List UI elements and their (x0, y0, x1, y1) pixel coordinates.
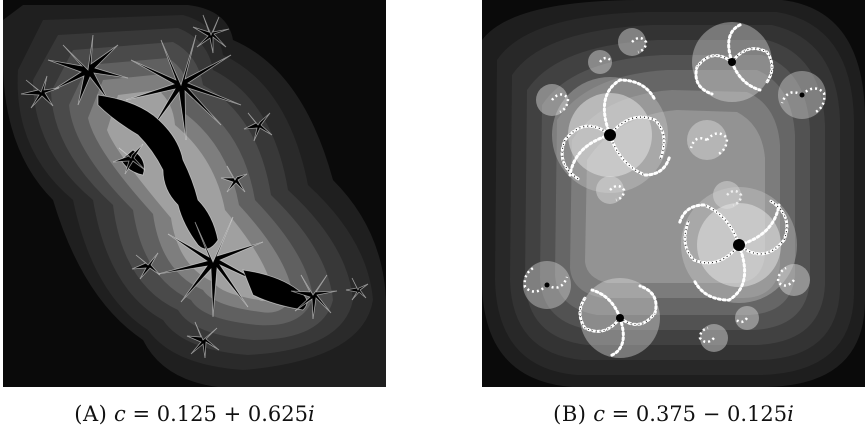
formula-operator-b: − (696, 402, 727, 426)
formula-operator-a: + (216, 402, 248, 426)
caption-tag-b: (B) (553, 402, 587, 426)
caption-tag-a: (A) (74, 402, 108, 426)
caption-formula-a: c = 0.125 + 0.625i (114, 402, 315, 426)
julia-set-b-graphic (482, 0, 865, 387)
figure-caption-b: (B) c = 0.375 − 0.125i (482, 402, 865, 426)
formula-prefix-a: c = (114, 402, 157, 426)
figure-caption-a: (A) c = 0.125 + 0.625i (3, 402, 386, 426)
formula-unit-b: i (787, 402, 794, 426)
fractal-body-b (523, 22, 826, 358)
formula-unit-a: i (307, 402, 315, 426)
formula-imag-b: 0.125 (726, 402, 788, 426)
formula-prefix-b: c = (593, 402, 636, 426)
caption-formula-b: c = 0.375 − 0.125i (593, 402, 794, 426)
formula-real-b: 0.375 (635, 402, 697, 426)
julia-set-image-b (482, 0, 865, 387)
fractal-body-a (20, 14, 369, 359)
formula-imag-a: 0.625 (247, 402, 308, 426)
formula-real-a: 0.125 (156, 402, 217, 426)
julia-set-image-a (3, 0, 386, 387)
julia-set-a-graphic (3, 0, 386, 387)
